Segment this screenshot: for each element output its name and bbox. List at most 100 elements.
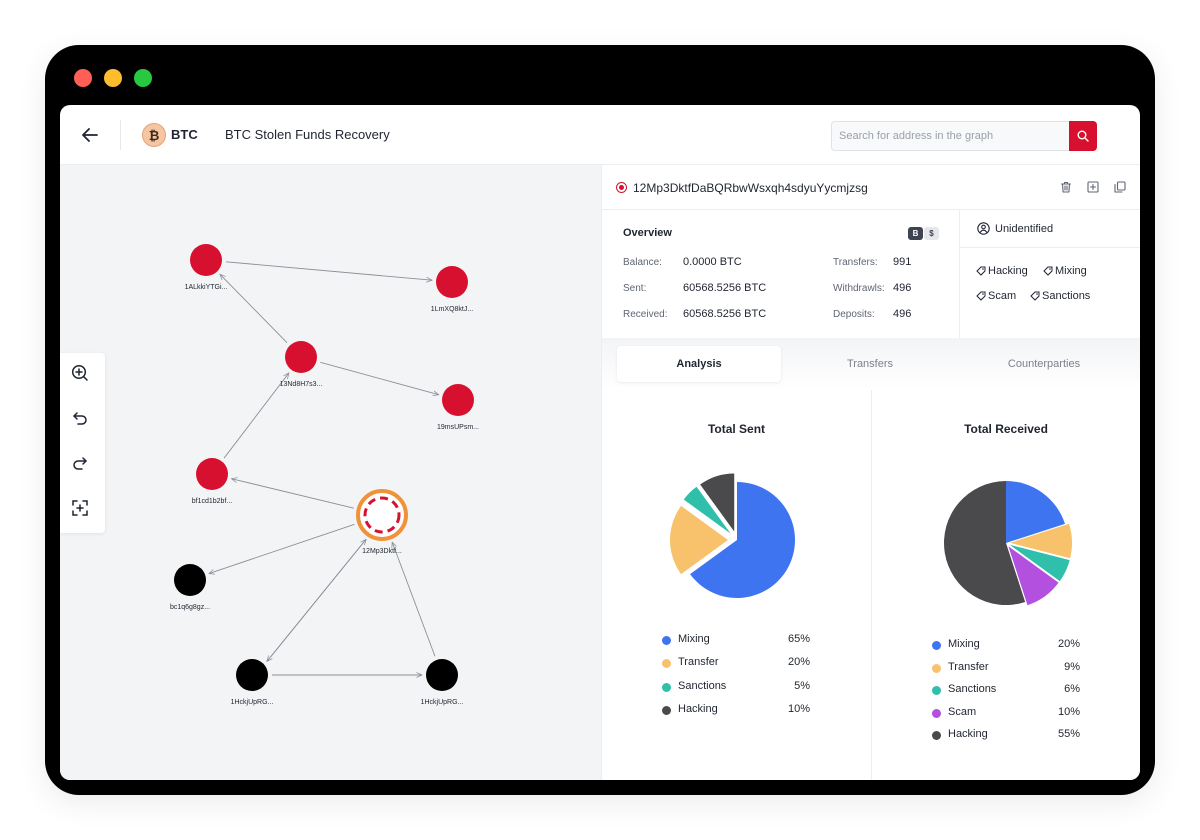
- redo-icon: [73, 457, 87, 470]
- graph-node[interactable]: 1LmXQ8ktJ...: [431, 266, 473, 313]
- search-button[interactable]: [1069, 121, 1097, 151]
- redo-button[interactable]: [71, 454, 93, 476]
- legend-label: Sanctions: [948, 683, 997, 695]
- legend-percent: 9%: [1064, 660, 1080, 673]
- delete-button[interactable]: [1058, 179, 1074, 195]
- graph-node[interactable]: bc1q6g8gz...: [170, 564, 210, 611]
- charts-divider: [871, 390, 872, 780]
- copy-icon: [1114, 181, 1126, 193]
- pie-slice-hacking[interactable]: [944, 481, 1026, 605]
- total-sent-title: Total Sent: [707, 422, 766, 436]
- identity-label: Unidentified: [995, 223, 1054, 235]
- legend-label: Mixing: [948, 638, 980, 650]
- graph-canvas[interactable]: 1ALkkiYTGi... 1LmXQ8ktJ... 13Nd8H7s3... 19m…: [60, 165, 601, 780]
- graph-edge[interactable]: [220, 274, 288, 344]
- legend-swatch: [932, 663, 941, 673]
- fit-view-button[interactable]: [71, 499, 93, 521]
- address-value[interactable]: 12Mp3DktfDaBQRbwWsxqh4sdyuYycmjzsg: [633, 181, 868, 195]
- graph-node-label: 1HckjUpRG...: [231, 699, 274, 706]
- legend-percent: 20%: [787, 656, 810, 668]
- legend-item-transfer: Transfer 9%: [932, 660, 1080, 676]
- legend-label: Transfer: [948, 660, 989, 673]
- tag-hacking[interactable]: Hacking: [976, 265, 1028, 277]
- legend-percent: 65%: [787, 633, 810, 645]
- legend-label: Transfer: [678, 656, 719, 668]
- device-frame: ₿ BTC BTC Stolen Funds Recovery: [45, 45, 1155, 795]
- pie-slice-transfer[interactable]: [1009, 523, 1072, 559]
- graph-edge[interactable]: [225, 261, 432, 280]
- graph-edge[interactable]: [209, 523, 355, 573]
- tag-label: Hacking: [988, 265, 1028, 277]
- expand-button[interactable]: [1085, 179, 1101, 195]
- graph-edge[interactable]: [223, 373, 289, 459]
- graph-node[interactable]: 1HckjUpRG...: [421, 659, 464, 706]
- sent-value: 60568.5256 BTC: [683, 282, 767, 294]
- legend-swatch: [662, 706, 671, 715]
- graph-node[interactable]: bf1cd1b2bf...: [192, 458, 233, 505]
- overview-title: Overview: [623, 227, 672, 239]
- pie-slice-mixing[interactable]: [1006, 481, 1065, 543]
- pie-slice-sanctions[interactable]: [1009, 544, 1070, 582]
- overview-section: Overview B $ Balance: 0.0000 BTC Sent: 6…: [602, 210, 960, 338]
- legend-label: Mixing: [678, 633, 710, 645]
- received-value: 60568.5256 BTC: [683, 308, 767, 320]
- graph-edge[interactable]: [266, 539, 366, 662]
- pie-slice-sanctions[interactable]: [683, 486, 731, 534]
- total-received-pie: [944, 481, 1072, 606]
- identity-section: Unidentified: [960, 210, 1140, 248]
- back-button[interactable]: [78, 123, 102, 147]
- usd-unit-toggle[interactable]: $: [924, 227, 939, 240]
- legend-swatch: [932, 731, 941, 740]
- legend-label: Scam: [948, 705, 977, 718]
- graph-node[interactable]: 1ALkkiYTGi...: [185, 244, 228, 291]
- window-close-dot[interactable]: [74, 69, 92, 87]
- legend-percent: 5%: [794, 680, 810, 692]
- graph-node[interactable]: 1HckjUpRG...: [231, 659, 274, 706]
- copy-button[interactable]: [1112, 179, 1128, 195]
- app-screen: ₿ BTC BTC Stolen Funds Recovery: [60, 105, 1140, 780]
- pie-slice-hacking[interactable]: [700, 473, 735, 532]
- graph-node[interactable]: 12Mp3Dktf...: [356, 489, 408, 555]
- pie-slice-mixing[interactable]: [690, 482, 795, 598]
- graph-node-label: bf1cd1b2bf...: [192, 498, 233, 505]
- tab-counterparties[interactable]: Counterparties: [1007, 358, 1081, 370]
- legend-item-scam: Scam 10%: [932, 705, 1080, 721]
- legend-label: Hacking: [948, 728, 988, 740]
- graph-edge[interactable]: [392, 542, 436, 657]
- pie-slice-transfer[interactable]: [670, 505, 728, 575]
- window-minimize-dot[interactable]: [104, 69, 122, 87]
- tag-icon: [976, 291, 986, 301]
- sent-label: Sent:: [623, 283, 647, 294]
- total-sent-pie: [670, 473, 795, 598]
- window-maximize-dot[interactable]: [134, 69, 152, 87]
- balance-label: Balance:: [623, 257, 662, 268]
- graph-node[interactable]: 13Nd8H7s3...: [280, 341, 323, 388]
- received-label: Received:: [623, 309, 668, 320]
- btc-unit-toggle[interactable]: B: [908, 227, 923, 240]
- deposits-label: Deposits:: [833, 309, 875, 320]
- graph-node-label: 1HckjUpRG...: [421, 699, 464, 706]
- legend-item-sanctions: Sanctions 6%: [932, 682, 1080, 698]
- graph-node-label: 19msUPsm...: [437, 424, 479, 431]
- tab-analysis[interactable]: Analysis: [617, 346, 781, 382]
- legend-swatch: [932, 708, 941, 718]
- tab-transfers[interactable]: Transfers: [846, 358, 894, 370]
- undo-button[interactable]: [71, 409, 93, 431]
- add-node-button[interactable]: [71, 364, 93, 386]
- legend-percent: 55%: [1057, 728, 1080, 740]
- tag-label: Sanctions: [1042, 290, 1091, 302]
- graph-node[interactable]: 19msUPsm...: [437, 384, 479, 431]
- pie-slice-scam[interactable]: [1008, 546, 1059, 606]
- graph-edge[interactable]: [231, 479, 354, 509]
- tag-scam[interactable]: Scam: [976, 290, 1016, 302]
- tag-mixing[interactable]: Mixing: [1043, 265, 1087, 277]
- tag-icon: [976, 266, 986, 276]
- coin-label: BTC: [171, 127, 198, 142]
- graph-edge[interactable]: [320, 361, 438, 394]
- tag-sanctions[interactable]: Sanctions: [1030, 290, 1090, 302]
- plus-square-icon: [1087, 181, 1099, 193]
- add-node-icon: [71, 364, 88, 381]
- legend-item-mixing: Mixing 20%: [932, 637, 1080, 653]
- search-input[interactable]: [832, 122, 1068, 150]
- address-bar: 12Mp3DktfDaBQRbwWsxqh4sdyuYycmjzsg: [602, 165, 1140, 210]
